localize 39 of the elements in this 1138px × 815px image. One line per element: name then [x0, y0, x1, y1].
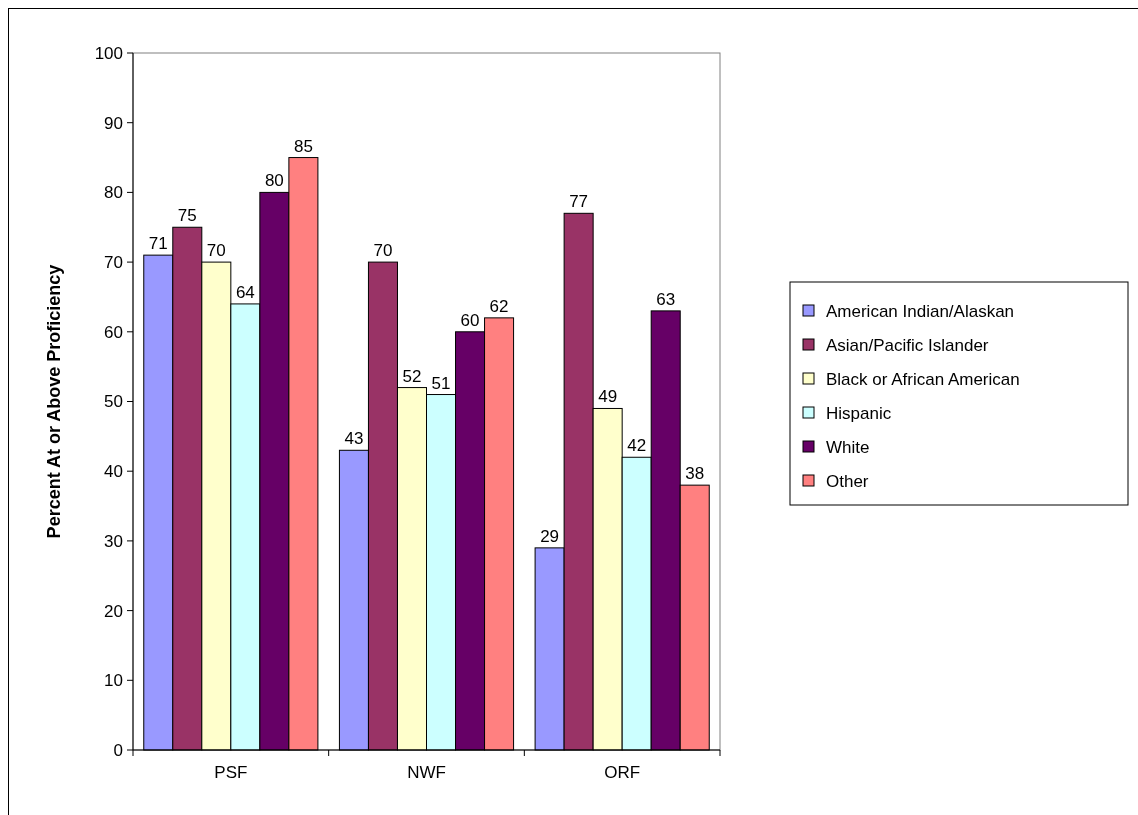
y-tick-label: 30 — [104, 531, 123, 551]
data-label: 51 — [431, 373, 451, 393]
data-label: 29 — [540, 526, 560, 546]
legend-label: Other — [826, 471, 869, 491]
data-label: 42 — [627, 436, 647, 456]
y-tick-label: 40 — [104, 462, 123, 482]
data-label: 43 — [344, 429, 364, 449]
y-tick-label: 70 — [104, 253, 123, 273]
y-tick-label: 100 — [94, 43, 123, 63]
legend-label: Hispanic — [826, 403, 892, 423]
y-tick-label: 90 — [104, 113, 123, 133]
x-tick-label: NWF — [407, 763, 446, 782]
y-tick-label: 10 — [104, 671, 123, 691]
data-label: 49 — [598, 387, 618, 407]
data-label: 80 — [264, 171, 284, 191]
data-label: 77 — [569, 192, 589, 212]
legend-label: White — [826, 437, 870, 457]
data-label: 60 — [460, 310, 480, 330]
data-label: 63 — [656, 289, 676, 309]
legend-label: Asian/Pacific Islander — [826, 335, 989, 355]
data-label: 85 — [293, 136, 313, 156]
x-tick-label: PSF — [214, 763, 248, 782]
legend-label: Black or African American — [826, 369, 1020, 389]
data-label: 62 — [489, 296, 509, 316]
x-tick-label: ORF — [604, 763, 641, 782]
y-tick-label: 0 — [113, 740, 123, 760]
legend-label: American Indian/Alaskan — [826, 301, 1015, 321]
y-axis-title: Percent At or Above Proficiency — [44, 264, 64, 539]
y-tick-label: 60 — [104, 322, 123, 342]
data-label: 70 — [206, 241, 226, 261]
data-label: 52 — [402, 366, 422, 386]
y-tick-label: 20 — [104, 601, 123, 621]
y-tick-label: 80 — [104, 183, 123, 203]
data-label: 70 — [373, 241, 393, 261]
y-tick-label: 50 — [104, 392, 123, 412]
data-label: 64 — [235, 282, 255, 302]
data-label: 38 — [685, 464, 705, 484]
data-label: 71 — [148, 234, 168, 254]
data-label: 75 — [177, 206, 197, 226]
